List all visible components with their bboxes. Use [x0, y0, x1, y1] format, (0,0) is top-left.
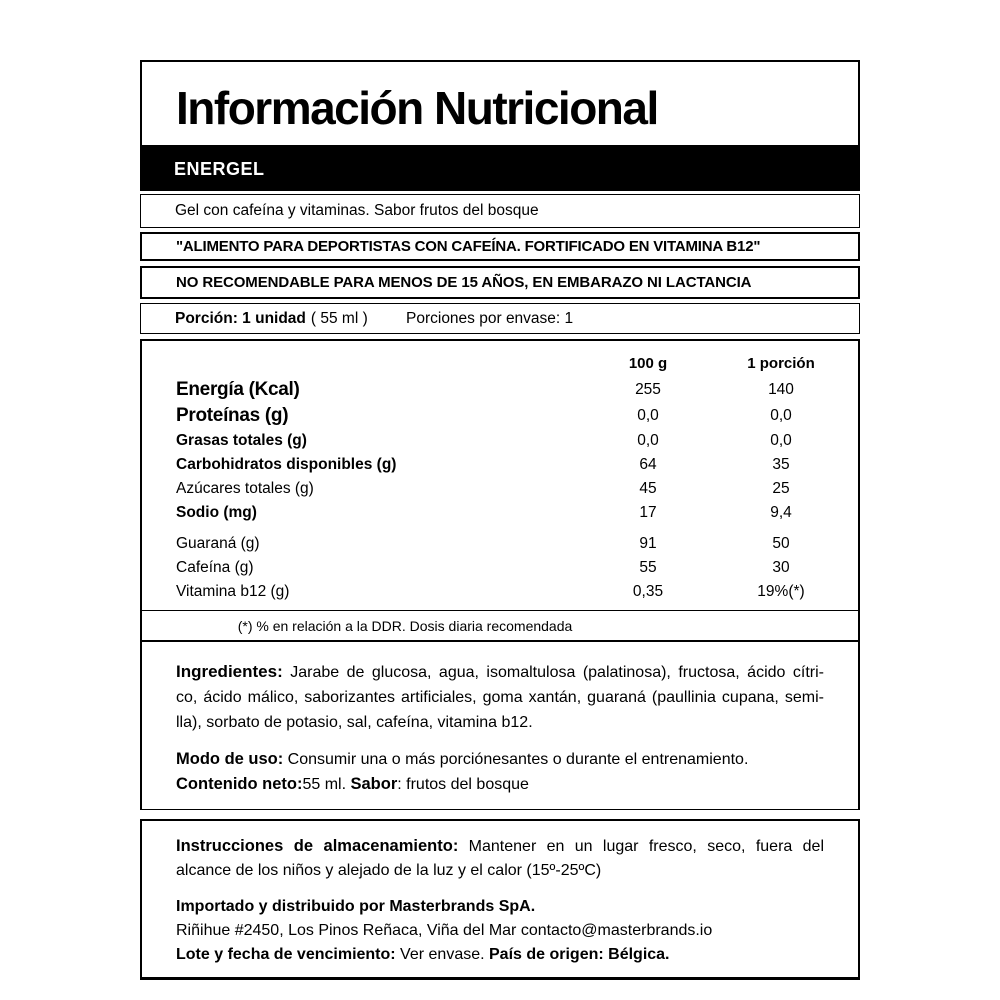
- importer-name: Importado y distribuido por Masterbrands…: [176, 898, 536, 915]
- table-row: Guaraná (g) 91 50: [142, 532, 858, 556]
- row-label: Cafeína (g): [176, 559, 254, 576]
- row-value-100g: 0,35: [632, 583, 664, 600]
- ingredients-section: Ingredientes: Jarabe de glucosa, agua, i…: [142, 640, 858, 809]
- row-value-portion: 35: [772, 456, 790, 473]
- portion-label: Porción: 1 unidad: [175, 309, 306, 327]
- storage-instructions: Instrucciones de almacenamiento: Mantene…: [176, 834, 824, 883]
- row-value-100g: 0,0: [637, 432, 659, 449]
- table-row: Carbohidratos disponibles (g) 64 35: [142, 453, 858, 477]
- row-value-100g: 91: [639, 535, 657, 552]
- table-row: Azúcares totales (g) 45 25: [142, 477, 858, 501]
- storage-line-1: Instrucciones de almacenamiento: Mantene…: [176, 837, 824, 855]
- row-label: Azúcares totales (g): [176, 480, 314, 497]
- nutrition-table-box: 100 g 1 porción Energía (Kcal) 255 140 P…: [140, 339, 860, 810]
- serving-box: Porción: 1 unidad ( 55 ml ) Porciones po…: [140, 303, 860, 334]
- table-row: Proteínas (g) 0,0 0,0: [142, 403, 858, 429]
- column-header-portion: 1 porción: [747, 355, 815, 372]
- lot-value: Ver envase.: [395, 946, 489, 963]
- portions-per-package: Porciones por envase: 1: [406, 309, 574, 327]
- lot-label: Lote y fecha de vencimiento:: [176, 946, 396, 963]
- row-value-100g: 0,0: [637, 407, 659, 424]
- table-row: Energía (Kcal) 255 140: [142, 377, 858, 403]
- table-row: Grasas totales (g) 0,0 0,0: [142, 429, 858, 453]
- flavor-label: Sabor: [350, 775, 398, 793]
- row-label: Proteínas (g): [176, 405, 289, 426]
- page-title: Información Nutricional: [176, 81, 659, 134]
- row-label: Carbohidratos disponibles (g): [176, 456, 397, 473]
- column-header-100g: 100 g: [628, 355, 668, 372]
- ingredients-line-3: lla), sorbato de potasio, sal, cafeína, …: [176, 714, 533, 731]
- row-value-100g: 55: [639, 559, 657, 576]
- row-label: Guaraná (g): [176, 535, 260, 552]
- row-value-100g: 255: [635, 381, 661, 398]
- usage-label: Modo de uso:: [176, 750, 284, 768]
- ddr-footnote-row: (*) % en relación a la DDR. Dosis diaria…: [142, 610, 858, 640]
- brand-bar: ENERGEL: [140, 147, 860, 191]
- ingredients-line-1: Ingredientes: Jarabe de glucosa, agua, i…: [176, 662, 824, 681]
- nutrition-label: Información Nutricional ENERGEL Gel con …: [140, 60, 860, 980]
- row-value-portion: 25: [772, 480, 790, 497]
- usage-instructions: Modo de uso: Consumir una o más porcióne…: [176, 750, 749, 768]
- row-value-portion: 140: [768, 381, 794, 398]
- flavor-value: : frutos del bosque: [397, 776, 529, 793]
- warning-text: NO RECOMENDABLE PARA MENOS DE 15 AÑOS, E…: [176, 274, 752, 291]
- claim-text: "ALIMENTO PARA DEPORTISTAS CON CAFEÍNA. …: [176, 238, 761, 255]
- description-box: Gel con cafeína y vitaminas. Sabor fruto…: [140, 194, 860, 228]
- row-value-100g: 45: [639, 480, 657, 497]
- row-value-portion: 30: [772, 559, 790, 576]
- row-label: Energía (Kcal): [176, 379, 300, 400]
- lot-origin-line: Lote y fecha de vencimiento: Ver envase.…: [176, 943, 824, 967]
- table-header-row: 100 g 1 porción: [142, 350, 858, 377]
- portion-detail: ( 55 ml ): [310, 309, 368, 327]
- row-value-portion: 50: [772, 535, 790, 552]
- row-value-portion: 19%(*): [757, 583, 805, 600]
- warning-box: NO RECOMENDABLE PARA MENOS DE 15 AÑOS, E…: [140, 266, 860, 299]
- ingredients-label: Ingredientes:: [176, 662, 283, 681]
- storage-label: Instrucciones de almacenamiento:: [176, 837, 459, 855]
- importer-info: Importado y distribuido por Masterbrands…: [176, 895, 824, 967]
- table-row: Cafeína (g) 55 30: [142, 556, 858, 580]
- label-header: Información Nutricional: [140, 60, 860, 147]
- net-content-label: Contenido neto:: [176, 775, 303, 793]
- storage-importer-box: Instrucciones de almacenamiento: Mantene…: [140, 819, 860, 980]
- brand-bar-label: ENERGEL: [174, 158, 265, 179]
- row-label: Sodio (mg): [176, 504, 257, 521]
- row-value-100g: 64: [639, 456, 657, 473]
- row-value-100g: 17: [639, 504, 657, 521]
- ingredients-line-2: co, ácido málico, saborizantes artificia…: [176, 689, 824, 706]
- ddr-footnote-text: (*) % en relación a la DDR. Dosis diaria…: [237, 618, 573, 634]
- table-row: Vitamina b12 (g) 0,35 19%(*): [142, 580, 858, 604]
- row-label: Grasas totales (g): [176, 432, 307, 449]
- row-label: Vitamina b12 (g): [176, 583, 290, 600]
- claim-box: "ALIMENTO PARA DEPORTISTAS CON CAFEÍNA. …: [140, 232, 860, 261]
- importer-address: Riñihue #2450, Los Pinos Reñaca, Viña de…: [176, 922, 713, 939]
- net-content-line: Contenido neto:55 ml. Sabor: frutos del …: [176, 775, 529, 793]
- row-value-portion: 0,0: [770, 432, 792, 449]
- row-value-portion: 0,0: [770, 407, 792, 424]
- storage-line-2: alcance de los niños y alejado de la luz…: [176, 862, 602, 879]
- table-row: Sodio (mg) 17 9,4: [142, 501, 858, 525]
- row-value-portion: 9,4: [770, 504, 792, 521]
- description-text: Gel con cafeína y vitaminas. Sabor fruto…: [175, 202, 539, 219]
- origin-label: País de origen: Bélgica.: [489, 946, 670, 963]
- nutrition-table: 100 g 1 porción Energía (Kcal) 255 140 P…: [142, 341, 858, 610]
